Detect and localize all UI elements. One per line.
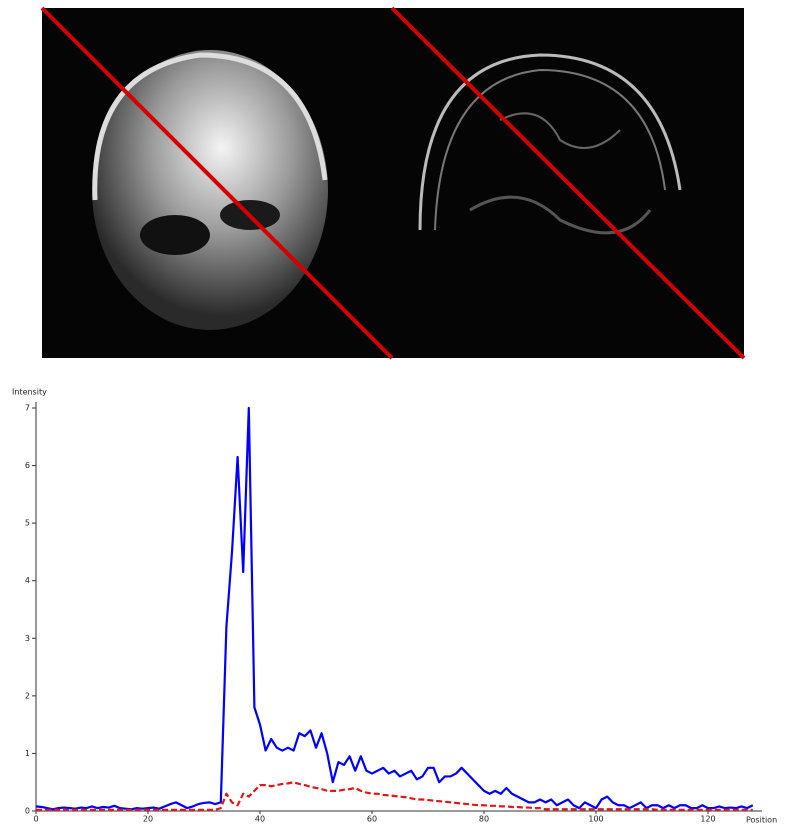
x-tick-label: 80: [479, 815, 489, 824]
x-tick-label: 60: [367, 815, 377, 824]
x-tick-label: 40: [255, 815, 265, 824]
data-line: [36, 781, 753, 811]
edge-right: [418, 53, 682, 231]
y-tick-label: 5: [25, 519, 30, 528]
edge-right: [434, 68, 666, 231]
y-tick-label: 0: [25, 807, 30, 816]
head-left: [92, 50, 328, 330]
mri-images: [40, 6, 746, 360]
y-tick-label: 1: [25, 749, 30, 758]
x-axis-label: Position: [746, 816, 777, 825]
x-tick-label: 100: [588, 815, 603, 824]
edge-right: [469, 195, 652, 235]
y-axis-label: Intensity: [12, 388, 47, 397]
skull-left: [92, 52, 328, 201]
profile-line: [40, 6, 394, 360]
y-tick-label: 2: [25, 691, 30, 700]
y-tick-label: 6: [25, 461, 30, 470]
y-tick-label: 7: [25, 404, 30, 413]
edge-right: [499, 112, 621, 149]
y-tick-label: 3: [25, 634, 30, 643]
y-tick-label: 4: [25, 576, 30, 585]
x-tick-label: 0: [33, 815, 38, 824]
dark-region: [140, 215, 210, 255]
x-tick-label: 20: [143, 815, 153, 824]
profile-line: [390, 6, 746, 360]
data-line: [35, 406, 754, 811]
x-tick-label: 120: [700, 815, 715, 824]
